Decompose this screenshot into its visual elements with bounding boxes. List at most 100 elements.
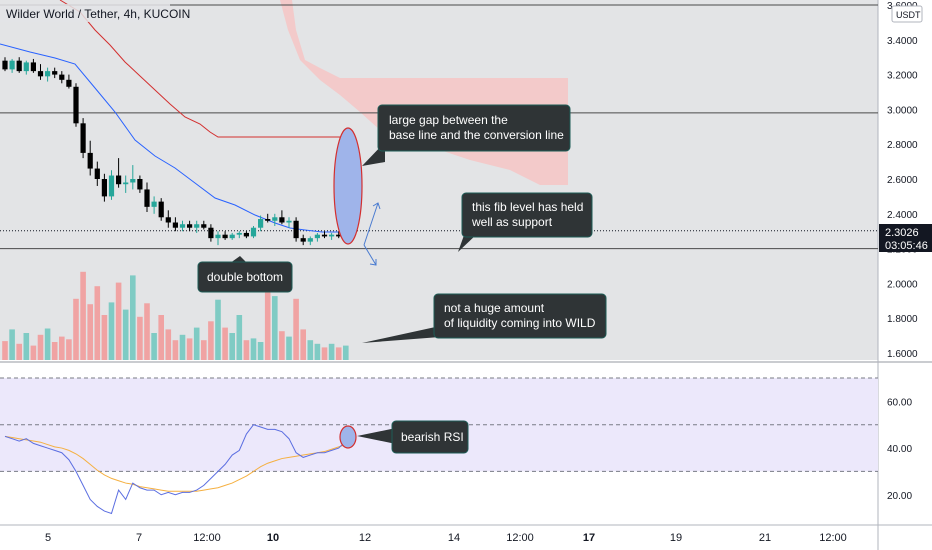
time-tick-label: 21: [759, 532, 771, 544]
price-tick-label: 3.2000: [887, 71, 918, 82]
candle-body: [293, 220, 299, 239]
price-tick-label: 1.6000: [887, 349, 918, 360]
candle-body: [16, 60, 22, 72]
chart-title: Wilder World / Tether, 4h, KUCOIN: [6, 7, 190, 21]
callout-liquidity[interactable]: not a huge amount of liquidity coming in…: [362, 293, 607, 343]
rsi-highlight-ellipse[interactable]: [339, 425, 357, 449]
callout-fib-line2: well as support: [471, 215, 553, 229]
candle-body: [229, 234, 235, 239]
volume-bar: [165, 329, 172, 360]
current-price-value: 2.3026: [885, 227, 919, 239]
volume-bar: [101, 315, 108, 360]
volume-bar: [257, 342, 264, 360]
callout-double-bottom[interactable]: double bottom: [197, 256, 293, 293]
currency-badge[interactable]: [891, 5, 923, 23]
callout-fib-line1: this fib level has held: [472, 200, 583, 214]
price-tick-label: 3.0000: [887, 105, 918, 116]
conversion-line: [0, 43, 340, 233]
callout-liquidity-line1: not a huge amount: [444, 301, 545, 315]
candle-body: [87, 152, 93, 169]
volume-bar: [37, 334, 44, 360]
volume-bar: [94, 286, 101, 360]
candle-body: [208, 227, 214, 239]
candle-body: [172, 222, 178, 228]
candle-body: [243, 232, 249, 237]
time-tick-label: 5: [45, 532, 51, 544]
volume-bar: [222, 327, 228, 360]
time-tick-label: 19: [670, 532, 682, 544]
candle-body: [116, 175, 122, 185]
volume-bar: [328, 343, 335, 360]
bar-countdown: 03:05:46: [885, 240, 928, 252]
volume-bar: [2, 341, 8, 360]
candle-body: [66, 79, 72, 87]
callout-double-bottom-text: double bottom: [207, 270, 283, 284]
callout-rsi[interactable]: bearish RSI: [357, 420, 469, 454]
candle-body: [59, 74, 65, 80]
candle-body: [52, 71, 58, 75]
candle-body: [215, 234, 221, 239]
time-axis-ticks: 5 7 12:00 10 12 14 12:00 17 19 21 12:00: [45, 532, 847, 544]
time-tick-label: 17: [583, 532, 595, 544]
volume-bar: [201, 340, 207, 360]
rsi-tick-label: 20.00: [887, 491, 912, 502]
title-bg: [0, 4, 170, 22]
volume-bars: [2, 268, 349, 360]
volume-bar: [9, 329, 15, 360]
candle-body: [101, 179, 107, 197]
volume-bar: [193, 327, 200, 360]
volume-bar: [279, 331, 285, 360]
volume-bar: [229, 333, 235, 360]
volume-bar: [243, 340, 250, 360]
base-line: [59, 0, 340, 138]
gap-highlight-ellipse[interactable]: [333, 127, 363, 245]
time-tick-label: 12:00: [193, 532, 221, 544]
candle-body: [236, 232, 242, 235]
callout-gap-line1: large gap between the: [389, 113, 508, 127]
candle-body: [272, 217, 278, 221]
volume-bar: [151, 333, 157, 360]
candle-body: [307, 238, 313, 242]
candle-body: [300, 238, 306, 242]
callout-liquidity-line2: of liquidity coming into WILD: [444, 316, 596, 330]
volume-bar: [80, 271, 86, 360]
callout-gap[interactable]: large gap between the base line and the …: [362, 104, 571, 166]
volume-bar: [115, 282, 122, 360]
volume-bar: [87, 304, 93, 360]
volume-bar: [307, 340, 314, 360]
candle-body: [336, 234, 342, 237]
volume-bar: [264, 268, 271, 360]
volume-bar: [172, 340, 179, 360]
volume-bar: [66, 339, 72, 360]
candle-body: [165, 217, 171, 223]
volume-bar: [186, 338, 193, 360]
candle-body: [194, 224, 200, 228]
volume-bar: [51, 342, 58, 360]
volume-bar: [300, 329, 306, 360]
projection-arrows[interactable]: [363, 202, 381, 266]
rsi-tick-label: 60.00: [887, 397, 912, 408]
volume-bar: [44, 328, 51, 360]
candle-body: [94, 168, 100, 179]
candle-body: [9, 60, 15, 70]
time-tick-label: 7: [136, 532, 142, 544]
rsi-tick-label: 40.00: [887, 444, 912, 455]
candle-body: [137, 179, 143, 190]
candle-body: [314, 234, 320, 239]
candle-body: [258, 219, 264, 228]
candle-body: [187, 224, 193, 228]
time-tick-label: 14: [448, 532, 460, 544]
volume-bar: [250, 338, 257, 360]
candle-body: [23, 62, 29, 72]
price-tick-label: 2.4000: [887, 210, 918, 221]
candle-body: [158, 201, 164, 218]
candle-body: [265, 219, 271, 221]
candles: [2, 57, 349, 246]
candle-body: [80, 123, 86, 153]
volume-bar: [321, 347, 328, 360]
volume-bar: [59, 336, 65, 360]
price-tick-label: 2.6000: [887, 175, 918, 186]
callout-fib[interactable]: this fib level has held well as support: [458, 192, 593, 252]
volume-bar: [108, 302, 115, 360]
ichimoku-lines: [0, 0, 340, 233]
